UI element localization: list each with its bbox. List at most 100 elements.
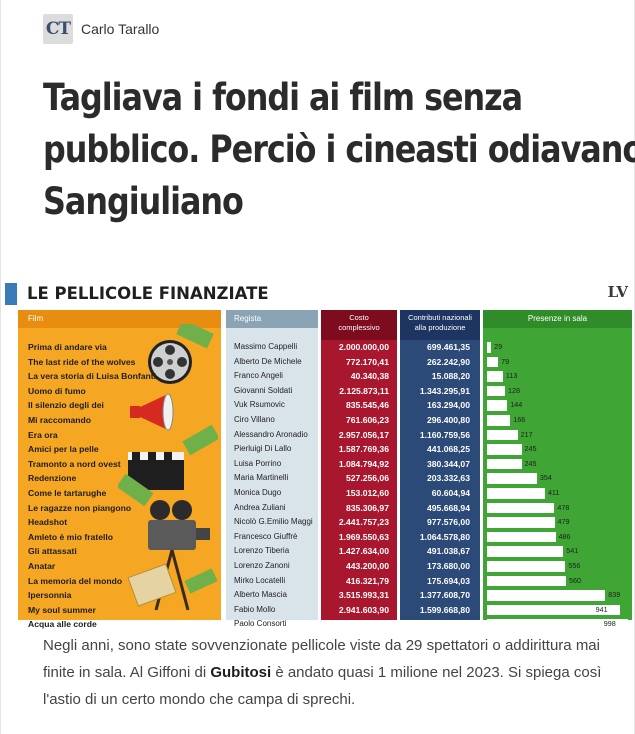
- presenze-value: 998: [603, 619, 616, 629]
- caption-text: è andato quasi 1 milione nel 2023. Si sp…: [43, 664, 602, 708]
- costo-value: 2.957.056,17: [338, 429, 389, 440]
- contributi-value: 173.680,00: [426, 560, 470, 571]
- presenze-bar: [487, 517, 555, 528]
- regista-name: Alberto De Michele: [234, 356, 302, 366]
- contributi-value: 491.038,67: [426, 546, 470, 557]
- author-byline[interactable]: CT Carlo Tarallo: [43, 14, 159, 44]
- presenze-bar: [487, 414, 511, 426]
- presenze-bars: 29 79 113 128 144 166 217 245 245 354 411 478 479 486…: [483, 340, 632, 632]
- contributi-value: 1.377.608,70: [419, 590, 470, 601]
- presenze-bar: [487, 458, 522, 470]
- contributi-column: Contributi nazionali alla produzione 699…: [400, 310, 480, 629]
- presenze-value: 478: [557, 502, 570, 512]
- regista-name: Alberto Mascia: [234, 590, 287, 600]
- costo-value: 202.906,26: [345, 619, 389, 630]
- regista-name: Mirko Locatelli: [234, 575, 286, 585]
- costo-value: 527.256,06: [345, 473, 389, 484]
- regista-name: Lorenzo Zanoni: [234, 560, 290, 570]
- regista-name: Lorenzo Tiberia: [234, 546, 290, 556]
- film-header: Film: [18, 310, 221, 328]
- contributi-value: 977.576,00: [426, 517, 470, 528]
- costo-value: 1.084.794,92: [338, 458, 389, 469]
- presenze-row: 486: [483, 530, 632, 545]
- costo-value: 3.515.993,31: [338, 590, 389, 601]
- megaphone-icon: [130, 393, 174, 431]
- caption-highlight[interactable]: Gubitosi: [210, 664, 272, 681]
- contributi-value: 699.461,35: [426, 342, 470, 352]
- presenze-value: 560: [568, 575, 581, 585]
- regista-name: Vuk Rsumovic: [234, 400, 285, 410]
- presenze-row: 354: [483, 471, 632, 486]
- film-title: Mi raccomando: [28, 414, 92, 425]
- film-reel-icon: [148, 340, 192, 384]
- film-title: Era ora: [28, 429, 58, 440]
- presenze-bar: [487, 604, 620, 616]
- contributi-value: 1.599.668,80: [419, 604, 470, 615]
- presenze-value: 29: [494, 342, 503, 351]
- regista-name: Franco Angeli: [234, 371, 283, 381]
- costo-value: 1.969.550,63: [338, 531, 389, 542]
- regista-name: Giovanni Soldati: [234, 385, 293, 395]
- presenze-row: 541: [483, 544, 632, 559]
- regista-name: Monica Dugo: [234, 487, 282, 497]
- presenze-row: 556: [483, 559, 632, 574]
- contributi-header-line: Contributi nazionali: [408, 313, 472, 322]
- presenze-bar: [487, 429, 518, 441]
- regista-name: Maria Martinelli: [234, 473, 289, 483]
- presenze-header: Presenze in sala: [483, 310, 632, 328]
- costo-list: 2.000.000,00 772.170,41 40.340,38 2.125.873…: [321, 340, 397, 632]
- presenze-value: 479: [557, 517, 570, 527]
- film-title: Anatar: [28, 560, 56, 571]
- costo-value: 835.545,46: [345, 400, 389, 411]
- contributi-value: 1.160.759,56: [419, 429, 470, 440]
- presenze-value: 113: [505, 371, 518, 381]
- banknote-icon: [118, 324, 218, 594]
- author-logo: CT: [43, 14, 73, 44]
- presenze-value: 354: [539, 473, 552, 483]
- costo-value: 153.012,60: [345, 487, 389, 498]
- costo-header: Costo complessivo: [321, 310, 397, 340]
- costo-value: 1.587.769,36: [338, 444, 389, 455]
- regista-column: Regista Massimo Cappelli Alberto De Miche…: [226, 310, 318, 628]
- article-headline: Tagliava i fondi ai film senza pubblico.…: [43, 72, 635, 228]
- presenze-bar: [487, 385, 506, 397]
- presenze-row: 245: [483, 442, 632, 457]
- contributi-value: 148.600,00: [426, 619, 470, 630]
- film-title: Acqua alle corde: [28, 619, 97, 630]
- presenze-column: Presenze in sala 29 79 113 128 144 166 217 245 2…: [483, 310, 632, 630]
- presenze-row: 245: [483, 457, 632, 472]
- contributi-value: 203.332,63: [426, 473, 470, 484]
- author-name[interactable]: Carlo Tarallo: [81, 21, 160, 37]
- presenze-row: 166: [483, 413, 632, 428]
- contributi-value: 262.242,90: [426, 356, 470, 367]
- film-title: Redenzione: [28, 473, 77, 484]
- costo-value: 416.321,79: [345, 575, 389, 586]
- presenze-value: 839: [608, 590, 621, 600]
- contributi-value: 1.343.295,91: [419, 385, 470, 396]
- presenze-value: 79: [501, 356, 510, 366]
- presenze-bar: [487, 371, 503, 382]
- film-title: La memoria del mondo: [28, 575, 123, 586]
- presenze-row: 411: [483, 486, 632, 501]
- article-caption: Negli anni, sono state sovvenzionate pel…: [43, 632, 603, 713]
- presenze-row: 479: [483, 515, 632, 530]
- film-title: Uomo di fumo: [28, 385, 86, 396]
- regista-name: Ciro Villano: [234, 414, 275, 424]
- presenze-bar: [487, 444, 522, 455]
- film-title: Headshot: [28, 517, 68, 528]
- film-title: Ipersonnia: [28, 590, 72, 601]
- film-title: Come le tartarughe: [28, 487, 107, 498]
- headline-line: pubblico. Perciò i cineasti odiavano: [43, 128, 635, 171]
- presenze-bar: [487, 473, 537, 484]
- film-title: Prima di andare via: [28, 342, 107, 352]
- presenze-value: 486: [558, 531, 571, 541]
- contributi-header-line: alla produzione: [414, 323, 466, 332]
- presenze-row: 941: [483, 603, 632, 618]
- film-title: Tramonto a nord ovest: [28, 458, 121, 469]
- presenze-row: 79: [483, 355, 632, 370]
- presenze-value: 941: [595, 604, 608, 614]
- cinema-ticket-icon: [127, 563, 177, 607]
- presenze-row: 560: [483, 574, 632, 589]
- presenze-bar: [487, 531, 556, 543]
- regista-name: Massimo Cappelli: [234, 342, 298, 351]
